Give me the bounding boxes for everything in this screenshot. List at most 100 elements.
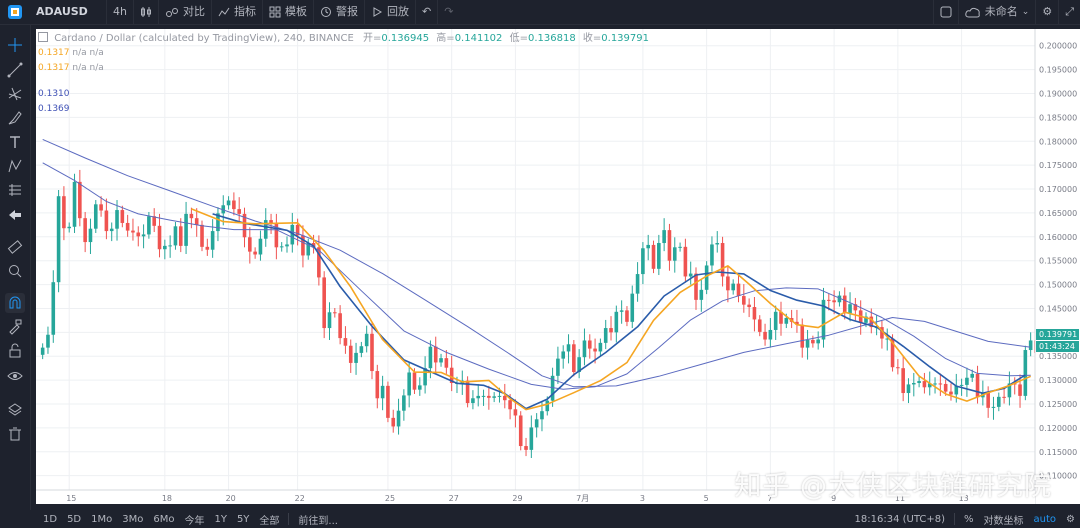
candle-body [1018,384,1022,396]
ma-mid-line [212,213,1026,410]
templates-button[interactable]: 模板 [263,0,314,24]
zoom-icon[interactable] [5,261,25,281]
range-1y[interactable]: 1Y [214,513,227,525]
back-arrow-icon[interactable] [5,205,25,225]
trend-line-icon[interactable] [5,60,25,80]
candle-body [715,243,720,245]
range-ytd[interactable]: 今年 [184,515,205,527]
candle-body [396,410,401,427]
candle-body [625,310,629,322]
candle-body [487,395,491,398]
log-toggle[interactable]: 对数坐标 [983,515,1024,527]
top-toolbar: ADAUSD 4h 对比 指标 模板 警报 回放 ↶ ↷ 未命名 ⌄ ⚙ ⤢ [0,0,1080,25]
x-tick-label: 22 [295,494,305,503]
candle-body [279,246,284,248]
magnet-icon[interactable] [5,293,25,313]
settings-icon[interactable]: ⚙ [1066,513,1075,525]
goto-button[interactable]: 前往到... [298,515,338,527]
candle-body [720,243,725,277]
candle-body [566,344,571,352]
y-tick-label: 0.110000 [1039,472,1077,481]
range-all[interactable]: 全部 [259,515,280,527]
range-5y[interactable]: 5Y [236,513,250,525]
candle-body [412,372,417,390]
templates-label: 模板 [284,5,307,18]
candle-body [991,406,996,408]
chart-type-button[interactable] [134,0,159,24]
chart-legend: Cardano / Dollar (calculated by TradingV… [38,32,738,44]
layers-icon[interactable] [5,400,25,420]
brush-icon[interactable] [5,108,25,128]
range-1d[interactable]: 1D [43,513,58,525]
eye-icon[interactable] [5,366,25,386]
indicator-row: 0.1317 n/a n/a [38,48,104,59]
legend-high: 0.141102 [454,33,503,44]
candle-body [333,312,337,314]
price-axis [1035,29,1080,504]
expand-icon: ⤢ [1065,5,1074,18]
chart-area[interactable]: 0.200000 0.195000 0.190000 0.185000 0.180000… [36,29,1080,504]
candle-body [391,417,396,427]
candle-body [609,328,613,333]
settings-button[interactable]: ⚙ [1036,0,1060,24]
x-tick-label: 13 [959,494,969,503]
y-tick-label: 0.130000 [1039,376,1077,385]
range-1mo[interactable]: 1Mo [91,513,113,525]
replay-button[interactable]: 回放 [365,0,416,24]
crosshair-icon[interactable] [5,35,25,55]
indicators-button[interactable]: 指标 [212,0,263,24]
trash-icon[interactable] [5,424,25,444]
price-chart[interactable]: 0.200000 0.195000 0.190000 0.185000 0.180000… [36,29,1080,504]
candle-body [62,196,66,229]
candle-body [253,251,257,255]
y-tick-label: 0.165000 [1039,209,1077,218]
candle-body [1023,350,1028,396]
fullscreen-button[interactable] [932,0,959,24]
candle-body [449,367,454,383]
alert-button[interactable]: 警报 [314,0,365,24]
lock-icon[interactable] [5,341,25,361]
candle-body [481,395,486,397]
range-5d[interactable]: 5D [67,513,82,525]
layout-button[interactable]: 未命名 ⌄ [959,0,1037,24]
candle-body [370,333,374,372]
logo-icon[interactable] [0,0,30,24]
candle-body [938,383,943,385]
ruler-icon[interactable] [5,237,25,257]
candle-body [678,246,682,248]
redo-button[interactable]: ↷ [438,0,459,24]
pattern-icon[interactable] [5,156,25,176]
symbol-input[interactable]: ADAUSD [30,0,107,24]
auto-toggle[interactable]: auto [1033,513,1057,525]
candle-body [699,289,704,300]
text-icon[interactable] [5,132,25,152]
candle-body [290,224,295,245]
pitchfork-icon[interactable] [5,84,25,104]
legend-collapse-icon[interactable] [38,32,48,42]
candle-body [433,346,438,363]
candle-body [742,296,746,305]
candle-body [975,373,980,398]
candle-body [348,345,353,363]
candle-body [784,318,789,324]
candle-body [890,338,895,368]
interval-button[interactable]: 4h [107,0,134,24]
candle-body [258,238,263,255]
range-3mo[interactable]: 3Mo [122,513,144,525]
candle-body [545,400,550,412]
y-tick-label: 0.125000 [1039,400,1077,409]
undo-button[interactable]: ↶ [416,0,439,24]
candle-body [157,225,162,250]
measure-icon[interactable] [5,180,25,200]
x-tick-label: 20 [226,494,236,503]
candle-body [901,368,905,394]
candle-body [917,381,921,383]
percent-toggle[interactable]: % [964,513,974,525]
compare-button[interactable]: 对比 [159,0,212,24]
expand-button[interactable]: ⤢ [1059,0,1080,24]
candle-body [832,300,836,303]
candle-body [226,200,231,206]
range-6mo[interactable]: 6Mo [153,513,175,525]
y-tick-label: 0.170000 [1039,185,1077,194]
lock-drawing-icon[interactable] [5,317,25,337]
